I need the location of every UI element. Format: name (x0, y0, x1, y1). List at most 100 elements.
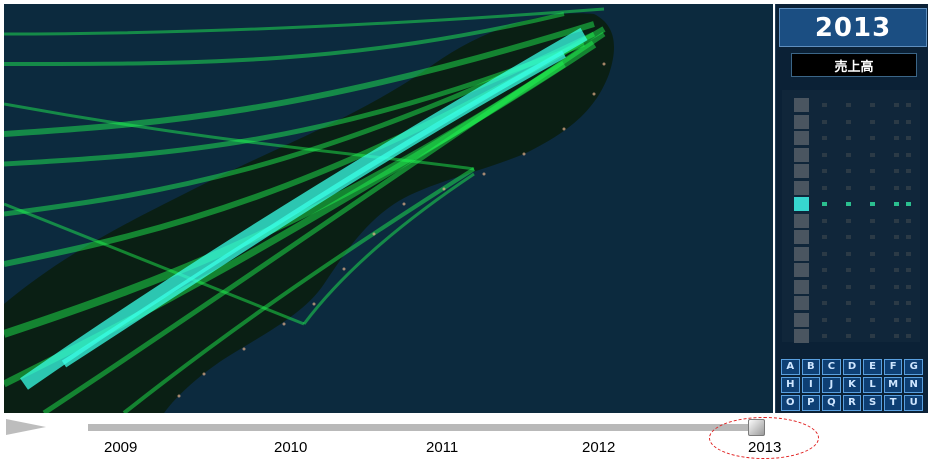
legend-marker (906, 169, 911, 173)
legend-swatch (794, 213, 809, 228)
timeline-year-2010[interactable]: 2010 (274, 439, 308, 456)
letter-button-s[interactable]: S (863, 395, 882, 411)
legend-marker (906, 334, 911, 338)
legend-item[interactable] (794, 98, 914, 112)
legend-marker (822, 185, 827, 190)
letter-button-j[interactable]: J (822, 377, 841, 393)
legend-marker (822, 284, 827, 289)
legend-swatch (794, 296, 809, 310)
legend-item[interactable] (794, 197, 914, 211)
legend-marker (822, 317, 827, 322)
letter-button-n[interactable]: N (904, 377, 923, 393)
legend-marker (906, 218, 911, 223)
letter-button-o[interactable]: O (781, 395, 800, 411)
letter-button-g[interactable]: G (904, 359, 923, 375)
letter-button-e[interactable]: E (863, 359, 882, 375)
legend-marker (846, 334, 851, 338)
legend-marker (822, 301, 827, 305)
legend-item[interactable] (794, 180, 914, 195)
letter-button-i[interactable]: I (801, 377, 821, 393)
legend-marker (870, 317, 875, 322)
legend-item[interactable] (794, 230, 914, 244)
legend-marker (894, 136, 899, 140)
year-display: 2013 (779, 8, 927, 47)
legend-marker (846, 284, 851, 289)
legend-item[interactable] (794, 246, 914, 261)
legend-marker (822, 251, 827, 256)
legend-item[interactable] (794, 296, 914, 310)
legend-marker (822, 268, 827, 272)
legend-marker (894, 317, 899, 322)
letter-button-a[interactable]: A (781, 359, 800, 375)
legend-marker (870, 202, 875, 206)
letter-button-h[interactable]: H (781, 377, 800, 393)
letter-button-d[interactable]: D (842, 359, 862, 375)
legend-item[interactable] (794, 329, 914, 343)
timeline-track[interactable] (88, 424, 758, 431)
legend-marker (894, 119, 899, 124)
legend-swatch (794, 312, 809, 327)
legend-item[interactable] (794, 312, 914, 327)
legend-item[interactable] (794, 114, 914, 129)
legend-swatch (794, 230, 809, 244)
legend-marker (894, 268, 899, 272)
legend-item[interactable] (794, 213, 914, 228)
letter-button-t[interactable]: T (883, 395, 903, 411)
legend-item[interactable] (794, 164, 914, 178)
letter-button-f[interactable]: F (883, 359, 903, 375)
letter-button-c[interactable]: C (822, 359, 841, 375)
legend-marker (870, 169, 875, 173)
legend-marker (906, 103, 911, 107)
legend-marker (846, 169, 851, 173)
legend-marker (906, 235, 911, 239)
legend-marker (906, 136, 911, 140)
letter-button-q[interactable]: Q (822, 395, 841, 411)
timeline-year-2012[interactable]: 2012 (582, 439, 616, 456)
legend-marker (870, 185, 875, 190)
legend-swatch (794, 279, 809, 294)
legend-item[interactable] (794, 263, 914, 277)
legend-marker (894, 284, 899, 289)
legend-marker (894, 235, 899, 239)
legend-marker (894, 103, 899, 107)
letter-button-b[interactable]: B (801, 359, 821, 375)
legend-item[interactable] (794, 131, 914, 145)
letter-button-l[interactable]: L (863, 377, 882, 393)
legend-marker (870, 103, 875, 107)
legend-marker (906, 251, 911, 256)
letter-button-m[interactable]: M (883, 377, 903, 393)
legend-marker (822, 202, 827, 206)
legend-marker (906, 185, 911, 190)
legend-marker (870, 284, 875, 289)
legend-marker (906, 301, 911, 305)
legend-marker (870, 136, 875, 140)
legend-marker (846, 268, 851, 272)
legend-marker (846, 251, 851, 256)
legend-marker (894, 152, 899, 157)
legend-marker (870, 218, 875, 223)
legend-swatch (794, 98, 809, 112)
legend-item[interactable] (794, 279, 914, 294)
letter-button-p[interactable]: P (801, 395, 821, 411)
play-button[interactable] (6, 419, 46, 435)
metric-label: 売上高 (834, 59, 874, 75)
legend-swatch (794, 147, 809, 162)
legend-marker (846, 103, 851, 107)
letter-button-u[interactable]: U (904, 395, 923, 411)
legend-marker (822, 218, 827, 223)
legend-marker (846, 136, 851, 140)
legend-marker (846, 152, 851, 157)
metric-selector[interactable]: 売上高 (791, 53, 917, 77)
legend-item[interactable] (794, 147, 914, 162)
legend-marker (846, 218, 851, 223)
timeline-year-2013[interactable]: 2013 (748, 439, 782, 456)
timeline-year-2009[interactable]: 2009 (104, 439, 138, 456)
timeline-year-2011[interactable]: 2011 (426, 439, 459, 456)
letter-button-r[interactable]: R (842, 395, 862, 411)
legend-marker (894, 169, 899, 173)
letter-button-k[interactable]: K (842, 377, 862, 393)
legend-marker (894, 251, 899, 256)
legend-marker (870, 268, 875, 272)
